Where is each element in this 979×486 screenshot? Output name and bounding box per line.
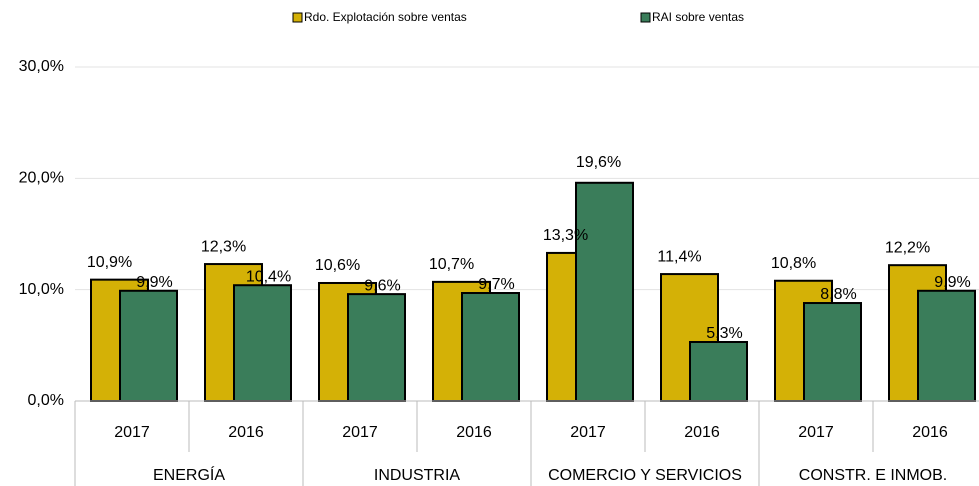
bar <box>803 302 862 403</box>
bar <box>575 181 634 402</box>
data-label: 12,2% <box>885 239 930 256</box>
x-tick-label: 2017 <box>798 424 834 441</box>
group-label: INDUSTRIA <box>374 467 461 484</box>
data-label: 10,9% <box>87 254 132 271</box>
x-tick-label: 2016 <box>456 424 492 441</box>
data-label: 9,6% <box>364 277 400 294</box>
bar <box>461 292 520 402</box>
data-label: 9,7% <box>478 276 514 293</box>
data-label: 10,8% <box>771 255 816 272</box>
data-label: 11,4% <box>657 248 701 265</box>
bar <box>119 289 178 402</box>
group-label: CONSTR. E INMOB. <box>799 467 947 484</box>
legend-swatch <box>292 12 303 23</box>
legend-label: Rdo. Explotación sobre ventas <box>304 10 467 24</box>
legend-swatch <box>640 12 651 23</box>
y-tick-label: 20,0% <box>19 170 64 187</box>
data-label: 9,9% <box>136 274 172 291</box>
data-label: 5,3% <box>706 325 742 342</box>
data-label: 9,9% <box>934 274 970 291</box>
bar <box>233 284 292 403</box>
data-label: 13,3% <box>543 227 588 244</box>
data-label: 10,6% <box>315 257 360 274</box>
group-label: COMERCIO Y SERVICIOS <box>548 467 742 484</box>
x-tick-label: 2017 <box>114 424 150 441</box>
bar <box>689 340 748 403</box>
data-label: 10,4% <box>246 268 291 285</box>
y-tick-label: 10,0% <box>19 281 64 298</box>
y-tick-label: 0,0% <box>28 392 64 409</box>
data-label: 19,6% <box>576 154 621 171</box>
x-tick-label: 2017 <box>570 424 606 441</box>
legend-label: RAI sobre ventas <box>652 10 744 24</box>
x-tick-label: 2016 <box>228 424 264 441</box>
group-label: ENERGÍA <box>153 465 225 484</box>
x-tick-label: 2016 <box>912 424 948 441</box>
data-label: 10,7% <box>429 256 474 273</box>
x-tick-label: 2016 <box>684 424 720 441</box>
bar <box>347 293 406 402</box>
data-label: 8,8% <box>820 286 856 303</box>
x-tick-label: 2017 <box>342 424 378 441</box>
data-label: 12,3% <box>201 238 246 255</box>
y-tick-label: 30,0% <box>19 58 64 75</box>
bar <box>917 289 976 402</box>
